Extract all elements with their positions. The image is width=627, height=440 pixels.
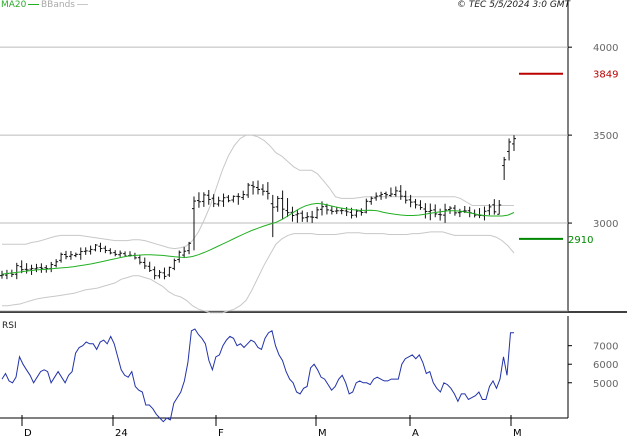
resistance-level-label: 3849	[593, 70, 618, 81]
bbands-lower-line	[2, 231, 515, 314]
source-credit: © TEC 5/5/2024 3:0 GMT	[457, 0, 571, 10]
rsi-ytick-label: 7000	[593, 342, 618, 353]
bbands-swatch-icon	[76, 4, 88, 5]
rsi-ytick-label: 5000	[593, 379, 618, 390]
rsi-panel-title: RSI	[2, 321, 17, 331]
legend-ma20: MA20	[1, 0, 40, 10]
rsi-line	[1, 328, 514, 423]
legend-bbands: BBands	[41, 0, 88, 10]
x-tick-label: M	[513, 428, 522, 439]
bbands-upper-line	[2, 134, 514, 250]
ma20-line	[1, 202, 515, 275]
support-level-label: 2910	[568, 235, 593, 246]
x-tick-label: M	[318, 428, 327, 439]
x-tick-label: F	[218, 428, 224, 439]
ma20-swatch-icon	[28, 4, 40, 5]
rsi-ytick-label: 6000	[593, 360, 618, 371]
x-tick-label: 24	[115, 428, 128, 439]
x-tick-label: D	[24, 428, 32, 439]
price-ytick-label: 4000	[593, 43, 618, 54]
ohlc-bars	[0, 135, 516, 280]
price-ytick-label: 3000	[593, 219, 618, 230]
price-ytick-label: 3500	[593, 131, 618, 142]
x-tick-label: A	[412, 428, 419, 439]
